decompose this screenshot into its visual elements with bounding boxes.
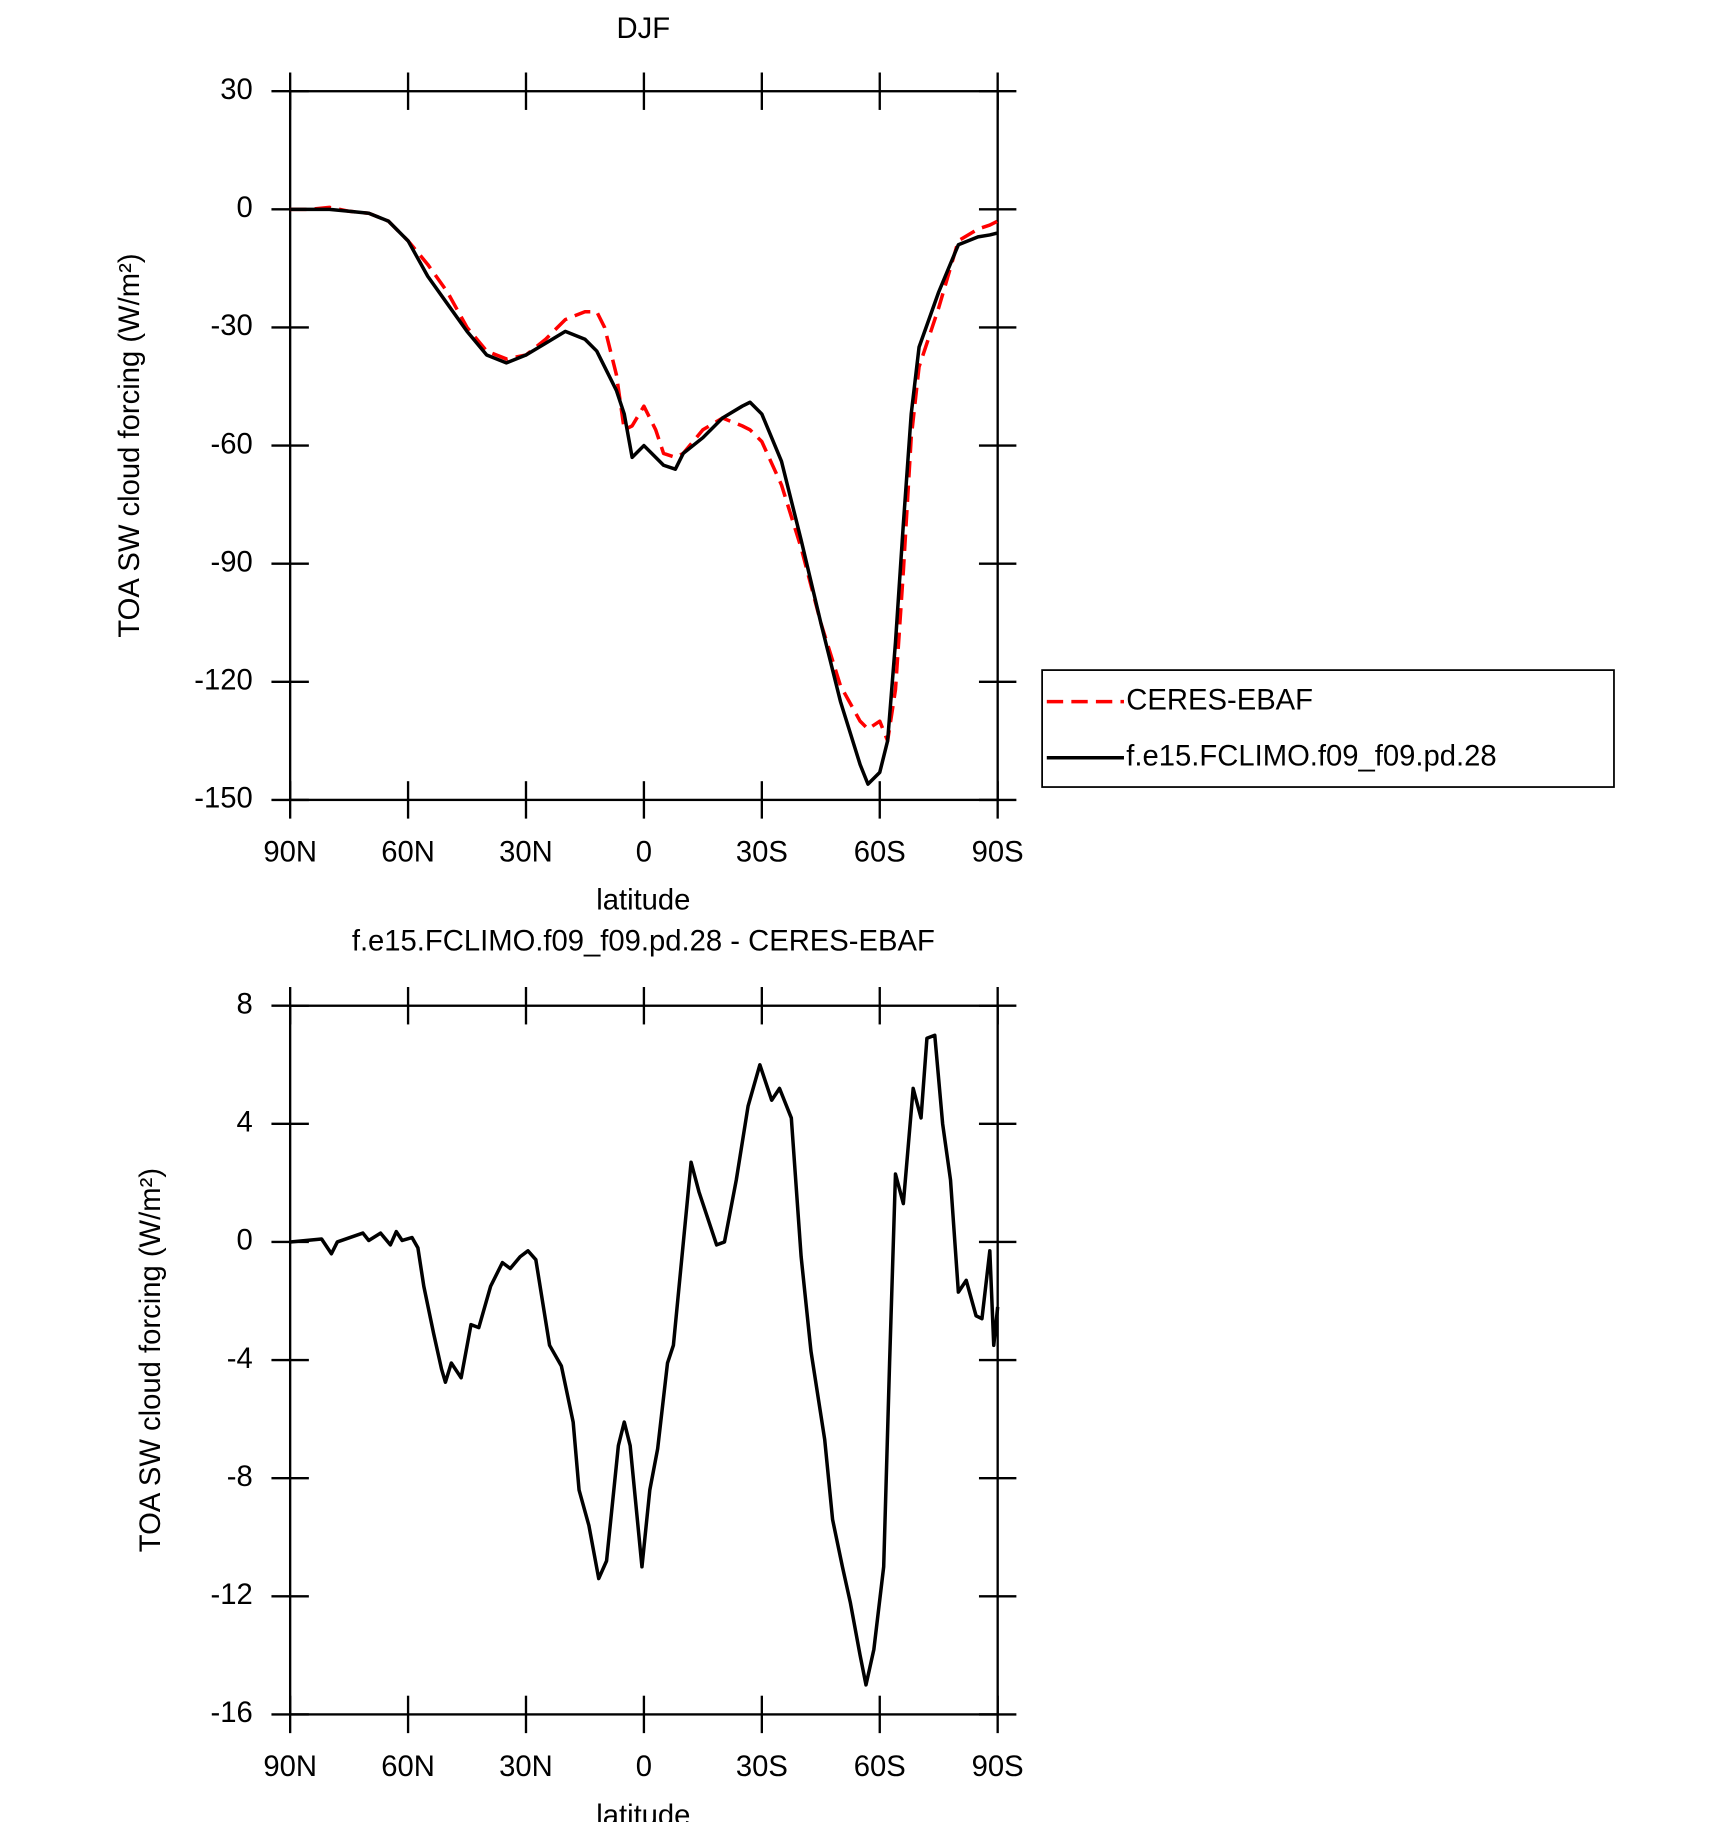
y-tick-label: 30 bbox=[220, 74, 253, 106]
y-tick-label: 0 bbox=[236, 1225, 252, 1257]
x-tick-label: 30S bbox=[736, 1751, 788, 1783]
x-tick-label: 60S bbox=[854, 1751, 906, 1783]
y-tick-label: 4 bbox=[236, 1107, 252, 1139]
y-tick-label: -120 bbox=[194, 665, 252, 697]
series-line bbox=[290, 207, 999, 786]
series-line bbox=[289, 1033, 1000, 1687]
y-axis-label: TOA SW cloud forcing (W/m²) bbox=[114, 253, 146, 637]
y-tick-label: 8 bbox=[236, 988, 252, 1020]
x-tick-label: 90N bbox=[263, 836, 317, 868]
plot-frame bbox=[288, 1004, 999, 1716]
y-axis-label: TOA SW cloud forcing (W/m²) bbox=[135, 1168, 167, 1552]
x-tick-label: 0 bbox=[636, 1751, 652, 1783]
x-tick-label: 30S bbox=[736, 836, 788, 868]
y-tick-label: -90 bbox=[210, 546, 252, 578]
y-tick-label: -30 bbox=[210, 310, 252, 342]
series-line bbox=[290, 205, 999, 743]
x-tick-label: 30N bbox=[499, 1751, 553, 1783]
y-tick-label: -12 bbox=[210, 1579, 252, 1611]
chart-title: DJF bbox=[617, 13, 671, 45]
x-tick-label: 90N bbox=[263, 1751, 317, 1783]
legend-label: f.e15.FCLIMO.f09_f09.pd.28 bbox=[1126, 741, 1496, 773]
y-tick-label: -8 bbox=[227, 1461, 253, 1493]
x-tick-label: 60S bbox=[854, 836, 906, 868]
legend-label: CERES-EBAF bbox=[1126, 684, 1313, 716]
x-axis-label: latitude bbox=[596, 1800, 690, 1822]
y-tick-label: -4 bbox=[227, 1343, 253, 1375]
y-tick-label: -150 bbox=[194, 783, 252, 815]
x-tick-label: 90S bbox=[972, 836, 1024, 868]
x-tick-label: 90S bbox=[972, 1751, 1024, 1783]
legend-box bbox=[1041, 669, 1615, 788]
x-tick-label: 30N bbox=[499, 836, 553, 868]
chart-title: f.e15.FCLIMO.f09_f09.pd.28 - CERES-EBAF bbox=[352, 925, 935, 957]
x-tick-label: 0 bbox=[636, 836, 652, 868]
x-tick-label: 60N bbox=[381, 1751, 435, 1783]
x-tick-label: 60N bbox=[381, 836, 435, 868]
y-tick-label: -16 bbox=[210, 1697, 252, 1729]
x-axis-label: latitude bbox=[596, 884, 690, 916]
y-tick-label: 0 bbox=[236, 192, 252, 224]
y-tick-label: -60 bbox=[210, 428, 252, 460]
